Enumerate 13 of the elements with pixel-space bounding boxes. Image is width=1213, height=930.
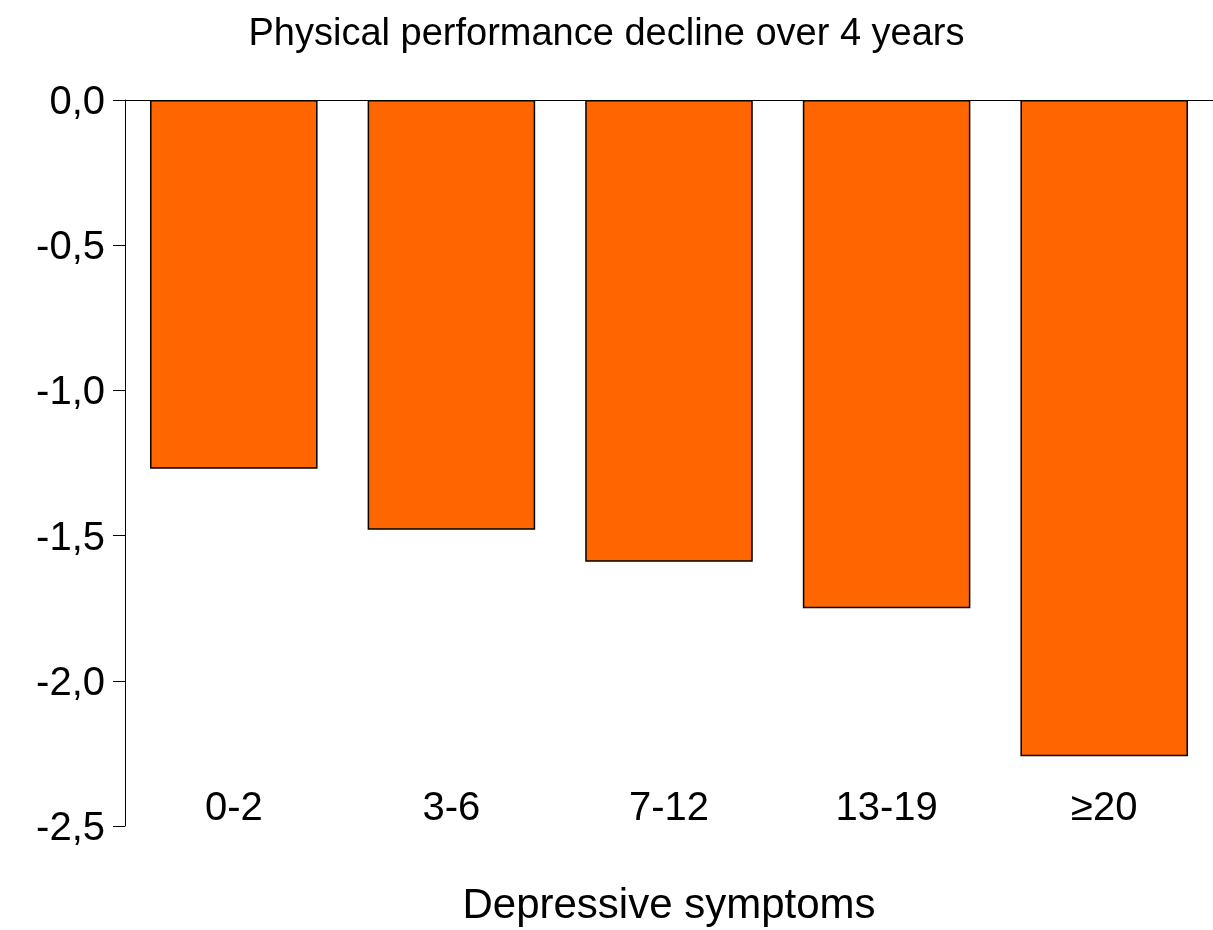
y-tick-label: -1,5 [36, 513, 105, 558]
x-tick-label: 13-19 [835, 784, 938, 828]
x-tick-label: 7-12 [628, 784, 710, 828]
x-tick-label: 3-6 [422, 784, 481, 828]
y-tick-label: -1,0 [36, 368, 105, 413]
y-tick-label: -2,0 [36, 658, 105, 703]
y-tick-label: 0,0 [49, 78, 105, 122]
x-tick-label: ≥20 [1070, 784, 1138, 828]
x-tick-label: 0-2 [204, 784, 263, 828]
y-tick-label: -0,5 [36, 223, 105, 268]
y-tick-label: -2,5 [36, 804, 105, 848]
chart-title: Physical performance decline over 4 years [248, 11, 965, 53]
x-axis-title: Depressive symptoms [462, 879, 876, 927]
